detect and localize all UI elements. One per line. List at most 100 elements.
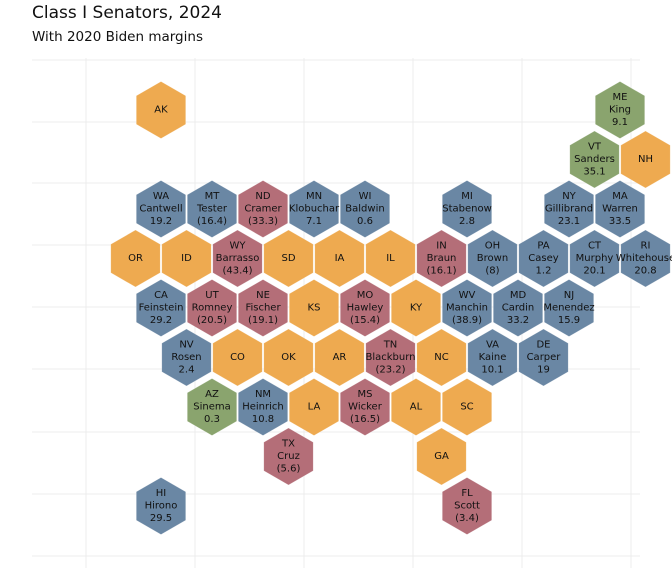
- state-hex-fl: FL Scott(3.4): [441, 477, 493, 535]
- hex-tile: [594, 180, 646, 238]
- hex-tile: [492, 279, 544, 337]
- label-margin: 2.4: [179, 365, 195, 376]
- label-margin: 29.2: [150, 315, 172, 326]
- label-abbr: ID: [181, 253, 192, 264]
- state-hex-mo: MO Hawley(15.4): [339, 279, 391, 337]
- label-abbr: GA: [434, 451, 449, 462]
- hex-tile: [441, 477, 493, 535]
- state-hex-la: LA: [288, 378, 340, 436]
- hex-tile: [339, 378, 391, 436]
- state-hex-ne: NE Fischer(19.1): [238, 279, 289, 337]
- label-margin: (20.5): [197, 315, 227, 326]
- hex-tile: [238, 378, 289, 436]
- hex-tile: [263, 427, 314, 486]
- label-margin: (38.9): [452, 315, 482, 326]
- label-senator: Brown: [477, 253, 508, 264]
- label-abbr: AR: [333, 352, 347, 363]
- hex-tile: [288, 180, 340, 238]
- state-hex-ky: KY: [390, 279, 442, 337]
- label-abbr: ND: [255, 191, 270, 202]
- hex-tile: [314, 328, 365, 387]
- label-abbr: TX: [281, 439, 295, 450]
- label-margin: 1.2: [536, 266, 552, 277]
- label-abbr: IL: [386, 253, 395, 264]
- state-hex-mt: MT Tester(16.4): [187, 180, 237, 238]
- label-senator: Barrasso: [216, 253, 260, 264]
- hex-tile: [441, 279, 493, 337]
- state-hex-al: AL: [390, 378, 442, 436]
- hex-tile: [339, 180, 391, 238]
- label-margin: (8): [485, 266, 499, 277]
- state-hex-nd: ND Cramer(33.3): [238, 180, 289, 238]
- label-abbr: VA: [486, 340, 499, 351]
- state-hex-ks: KS: [288, 279, 340, 337]
- label-senator: Heinrich: [242, 402, 284, 413]
- label-margin: 20.1: [583, 266, 605, 277]
- label-margin: (16.4): [197, 216, 227, 227]
- label-abbr: SD: [281, 253, 295, 264]
- label-margin: 35.1: [583, 167, 605, 178]
- hex-tile: [136, 477, 186, 535]
- label-abbr: UT: [205, 290, 219, 301]
- label-senator: Rosen: [171, 352, 201, 363]
- label-senator: Menendez: [543, 303, 594, 314]
- hex-tile: [518, 229, 569, 288]
- label-margin: 0.3: [204, 414, 220, 425]
- state-hex-ok: OK: [263, 328, 314, 387]
- label-abbr: DE: [536, 340, 550, 351]
- label-margin: (16.5): [350, 414, 380, 425]
- label-senator: Fischer: [245, 303, 281, 314]
- label-margin: (15.4): [350, 315, 380, 326]
- label-senator: Carper: [527, 352, 562, 363]
- hex-tile: [136, 81, 186, 139]
- hex-tile: [238, 180, 289, 238]
- label-abbr: WA: [153, 191, 169, 202]
- label-senator: Cramer: [244, 204, 282, 215]
- label-margin: (5.6): [277, 464, 301, 475]
- label-abbr: MI: [461, 191, 473, 202]
- hex-tile: [187, 279, 237, 337]
- label-senator: Warren: [602, 204, 638, 215]
- label-abbr: MD: [510, 290, 527, 301]
- hex-tile: [110, 229, 161, 288]
- label-margin: 20.8: [634, 266, 656, 277]
- label-abbr: MS: [358, 389, 373, 400]
- hex-tile: [187, 180, 237, 238]
- hex-tile: [441, 180, 493, 238]
- label-abbr: OR: [128, 253, 143, 264]
- label-senator: Braun: [427, 253, 457, 264]
- label-senator: Hawley: [347, 303, 384, 314]
- label-senator: Romney: [192, 303, 233, 314]
- hex-tile: [212, 328, 263, 387]
- label-abbr: AL: [410, 402, 423, 413]
- label-margin: 23.1: [558, 216, 580, 227]
- label-abbr: NM: [255, 389, 271, 400]
- label-abbr: CO: [230, 352, 245, 363]
- label-margin: 7.1: [306, 216, 322, 227]
- label-margin: 10.1: [481, 365, 503, 376]
- hex-tile: [288, 378, 340, 436]
- hex-tile: [416, 427, 467, 486]
- label-senator: Gillibrand: [545, 204, 593, 215]
- state-hex-co: CO: [212, 328, 263, 387]
- label-abbr: CT: [588, 241, 602, 252]
- label-margin: (43.4): [222, 266, 252, 277]
- label-senator: Sanders: [574, 154, 615, 165]
- state-hex-nh: NH: [620, 130, 671, 189]
- state-hex-sd: SD: [263, 229, 314, 288]
- label-abbr: KY: [410, 303, 423, 314]
- label-abbr: NH: [638, 154, 653, 165]
